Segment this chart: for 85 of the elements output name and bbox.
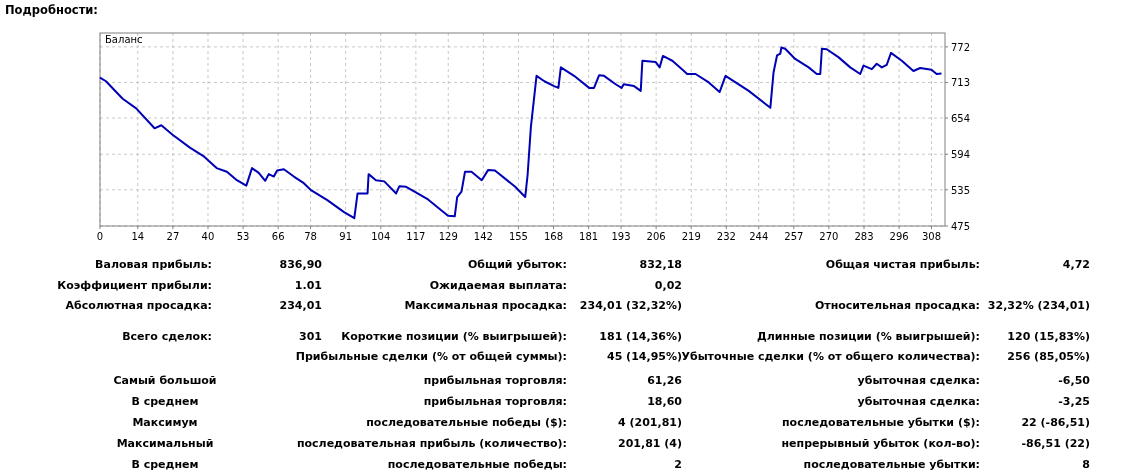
text: 120 (15,83%) (1007, 330, 1090, 343)
x-tick-label: 0 (96, 231, 104, 242)
text: 32,32% (234,01) (987, 299, 1090, 312)
text: 234,01 (279, 299, 322, 312)
text: 832,18 (639, 258, 682, 271)
text: Самый большой (113, 374, 217, 387)
x-tick-label: 257 (784, 231, 804, 242)
x-tick-label: 232 (716, 231, 736, 242)
text: -6,50 (1058, 374, 1091, 387)
text: 301 (299, 330, 322, 343)
text: Абсолютная просадка: (65, 299, 212, 312)
x-tick-label: 129 (438, 231, 458, 242)
text: убыточная сделка: (857, 374, 980, 387)
line-series (99, 46, 943, 220)
x-tick-label: 155 (508, 231, 528, 242)
x-tick-label: 53 (236, 231, 250, 242)
text: 0,02 (654, 279, 682, 292)
text: 4 (201,81) (618, 416, 682, 429)
text: Ожидаемая выплата: (429, 279, 567, 292)
text: Относительная просадка: (814, 299, 980, 312)
text: Баланс (105, 34, 143, 45)
text: последовательная прибыль (количество): (296, 437, 567, 450)
text: 8 (1082, 458, 1090, 471)
text: 18,60 (647, 395, 683, 408)
x-tick-label: 168 (544, 231, 564, 242)
text: Прибыльные сделки (% от общей суммы): (295, 350, 567, 363)
text: Убыточные сделки (% от общего количества): (681, 350, 980, 363)
text: убыточная сделка: (857, 395, 980, 408)
text: 256 (85,05%) (1007, 350, 1090, 363)
x-tick-label: 283 (854, 231, 874, 242)
x-tick-label: 244 (749, 231, 769, 242)
x-tick-label: 308 (921, 231, 942, 242)
text: последовательные победы ($): (366, 416, 567, 429)
text: Общий убыток: (467, 258, 567, 271)
x-tick-label: 91 (339, 231, 353, 242)
text: последовательные победы: (387, 458, 567, 471)
text: Длинные позиции (% выигрышей): (757, 330, 980, 343)
x-tick-label: 270 (819, 231, 839, 242)
x-tick-label: 181 (579, 231, 599, 242)
x-tick-label: 27 (166, 231, 180, 242)
y-tick-label: 594 (951, 149, 971, 161)
text: -3,25 (1058, 395, 1090, 408)
text: 45 (14,95%) (606, 350, 682, 363)
text: В среднем (131, 395, 199, 408)
y-tick-label: 475 (951, 221, 971, 232)
text: 836,90 (279, 258, 323, 271)
text: 61,26 (647, 374, 683, 387)
text: 4,72 (1062, 258, 1090, 271)
text: 181 (14,36%) (599, 330, 682, 343)
text: -86,51 (22) (1021, 437, 1090, 450)
text: Короткие позиции (% выигрышей): (341, 330, 567, 343)
text: Максимальный (116, 437, 214, 450)
text: 1.01 (294, 279, 322, 292)
text: 22 (-86,51) (1021, 416, 1090, 429)
x-tick-label: 206 (646, 231, 666, 242)
x-tick-label: 40 (201, 231, 215, 242)
text: В среднем (131, 458, 199, 471)
text: прибыльная торговля: (423, 395, 567, 408)
text: Общая чистая прибыль: (825, 258, 980, 271)
x-tick-label: 104 (371, 231, 391, 242)
x-tick-label: 78 (304, 231, 317, 242)
text: последовательные убытки: (803, 458, 980, 471)
text: Максимальная просадка: (404, 299, 567, 312)
y-tick-label: 772 (951, 41, 971, 53)
text: Всего сделок: (122, 330, 212, 343)
x-tick-label: 296 (889, 231, 909, 242)
text: 234,01 (32,32%) (579, 299, 682, 312)
x-tick-label: 142 (473, 231, 493, 242)
x-tick-label: 193 (611, 231, 631, 242)
text: Коэффициент прибыли: (57, 279, 212, 292)
text: Валовая прибыль: (95, 258, 212, 271)
text: 201,81 (4) (618, 437, 682, 450)
text: непрерывный убыток (кол-во): (781, 437, 980, 450)
text: прибыльная торговля: (423, 374, 567, 387)
x-tick-label: 219 (681, 231, 701, 242)
y-tick-label: 713 (951, 77, 971, 89)
x-tick-label: 66 (271, 231, 285, 242)
y-tick-label: 535 (951, 184, 971, 196)
text: последовательные убытки ($): (782, 416, 980, 429)
x-tick-label: 117 (406, 231, 426, 242)
text: Максимум (132, 416, 198, 429)
y-tick-label: 654 (951, 113, 971, 125)
text: 2 (674, 458, 682, 471)
chart-title: Подробности: (5, 3, 98, 17)
x-tick-label: 14 (131, 231, 145, 242)
